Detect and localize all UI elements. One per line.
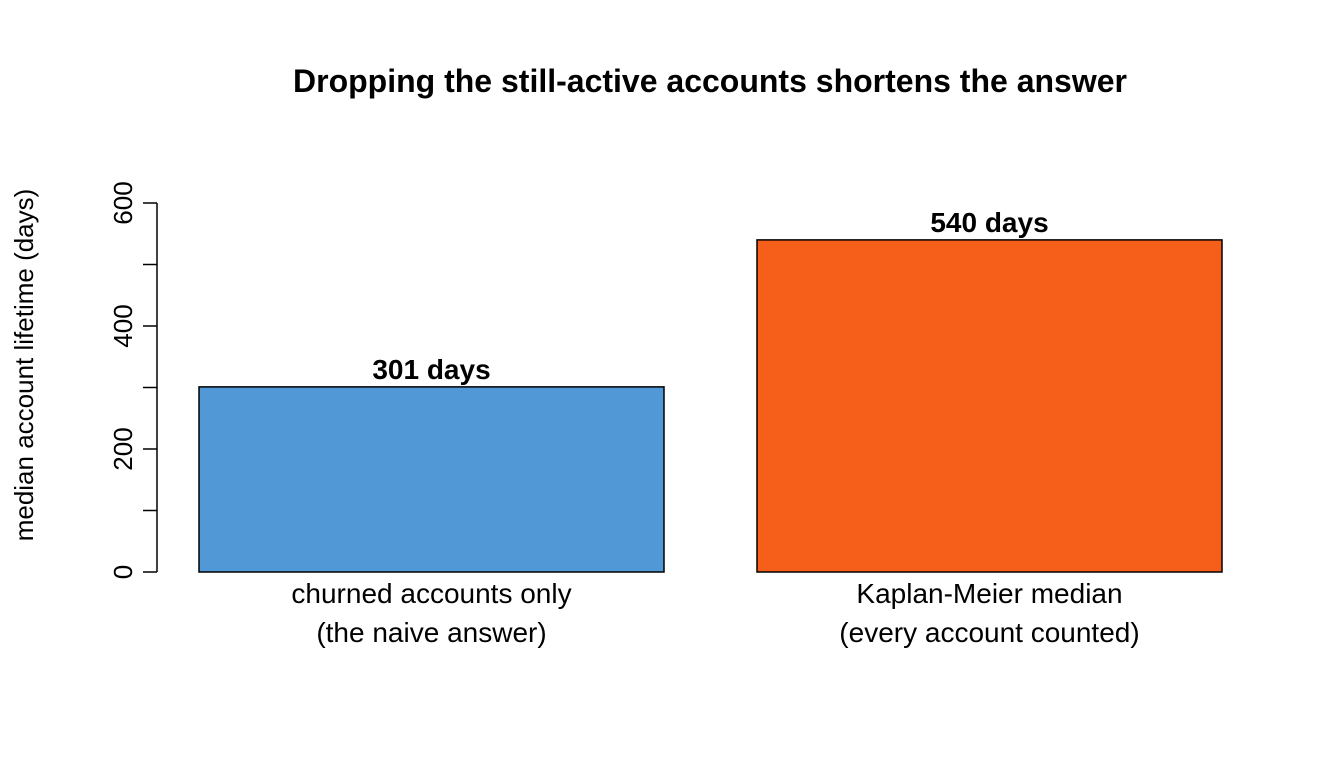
category-label-2-line-1: Kaplan-Meier median	[856, 578, 1122, 609]
chart-title: Dropping the still-active accounts short…	[293, 63, 1127, 99]
y-axis: 0 200 400 600	[108, 181, 158, 579]
y-tick-label: 0	[108, 565, 138, 579]
bar-2-value-label: 540 days	[930, 207, 1048, 238]
bar-1-value-label: 301 days	[372, 354, 490, 385]
bar-1	[198, 386, 665, 573]
category-label-2-line-2: (every account counted)	[839, 617, 1139, 648]
y-axis-label: median account lifetime (days)	[9, 189, 39, 542]
y-tick-label: 400	[108, 304, 138, 347]
bars: 301 days 540 days	[198, 207, 1223, 573]
category-labels: churned accounts only (the naive answer) K…	[291, 578, 1139, 648]
category-label-1-line-1: churned accounts only	[291, 578, 571, 609]
y-tick-label: 600	[108, 181, 138, 224]
category-label-1-line-2: (the naive answer)	[316, 617, 546, 648]
bar-2	[756, 239, 1223, 573]
y-tick-label: 200	[108, 427, 138, 470]
